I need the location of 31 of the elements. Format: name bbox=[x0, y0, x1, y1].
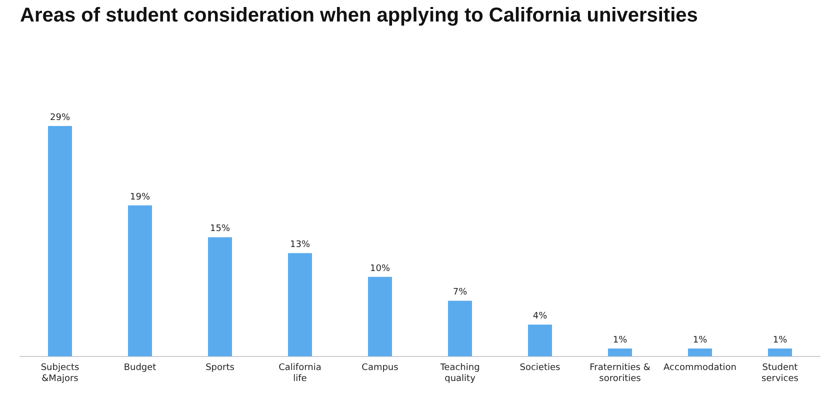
data-label: 7% bbox=[452, 288, 468, 298]
x-tick-label: Sports bbox=[206, 363, 235, 374]
bar bbox=[208, 237, 232, 356]
data-label: 13% bbox=[290, 240, 310, 250]
bar bbox=[688, 348, 712, 356]
data-label: 1% bbox=[692, 335, 708, 346]
data-label: 15% bbox=[210, 224, 230, 234]
data-label: 1% bbox=[772, 335, 788, 346]
bar bbox=[288, 253, 312, 356]
x-tick-label: Subjects &Majors bbox=[40, 363, 80, 384]
data-label: 1% bbox=[612, 335, 628, 346]
data-label: 4% bbox=[532, 311, 548, 322]
x-tick-label: Fraternities & sororities bbox=[590, 363, 650, 384]
x-tick-label: California life bbox=[278, 363, 322, 384]
bar bbox=[368, 276, 392, 356]
bar bbox=[528, 324, 552, 356]
x-tick-label: Teaching quality bbox=[439, 363, 480, 384]
x-tick-label: Budget bbox=[124, 363, 157, 374]
chart-title: Areas of student consideration when applying to California universities bbox=[20, 4, 698, 27]
x-tick-label: Student services bbox=[762, 363, 799, 384]
bar bbox=[48, 126, 72, 356]
bar bbox=[768, 348, 792, 356]
x-tick-label: Campus bbox=[362, 363, 399, 374]
data-label: 19% bbox=[130, 192, 150, 202]
bar bbox=[608, 348, 632, 356]
bar bbox=[448, 300, 472, 356]
data-label: 29% bbox=[50, 112, 70, 123]
x-tick-label: Societies bbox=[520, 363, 561, 374]
bar bbox=[128, 205, 152, 356]
data-label: 10% bbox=[370, 264, 390, 274]
x-tick-label: Accommodation bbox=[664, 363, 736, 374]
